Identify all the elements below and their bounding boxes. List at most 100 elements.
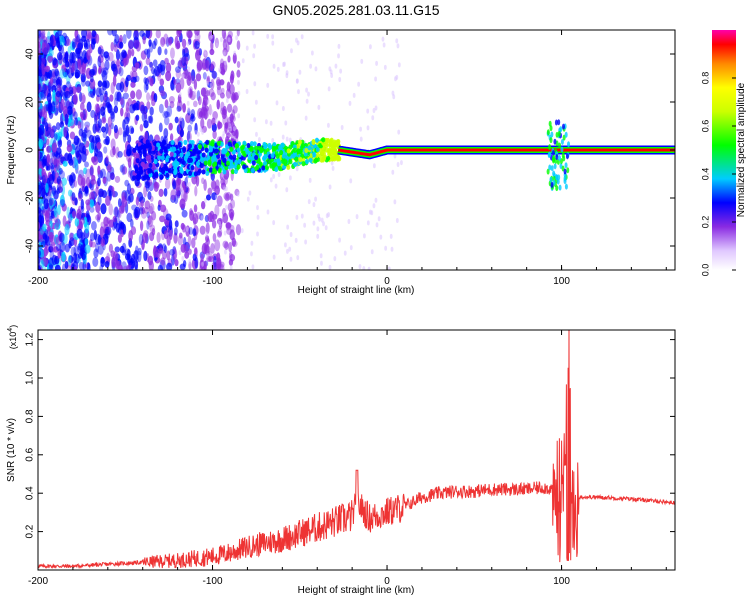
noise-speck <box>42 117 47 125</box>
ridge-speck <box>258 161 263 167</box>
noise-speck <box>107 124 112 136</box>
noise-speck <box>54 172 59 179</box>
ridge-speck <box>246 142 251 149</box>
noise-speck <box>391 90 395 96</box>
noise-speck <box>119 41 124 49</box>
ridge-speck <box>301 143 306 149</box>
burst-speck <box>547 151 551 158</box>
noise-speck <box>44 78 49 87</box>
noise-speck <box>39 260 45 268</box>
burst-speck <box>564 162 568 169</box>
noise-speck <box>205 222 210 235</box>
noise-speck <box>224 249 227 255</box>
noise-speck <box>105 155 109 165</box>
noise-speck <box>220 107 226 116</box>
snr-frame <box>37 329 676 571</box>
noise-speck <box>89 206 95 213</box>
noise-speck <box>86 262 91 270</box>
ridge-speck <box>145 155 150 161</box>
noise-speck <box>140 50 147 60</box>
ridge-speck <box>236 164 241 170</box>
noise-speck <box>114 91 120 102</box>
noise-speck <box>274 183 278 189</box>
noise-speck <box>122 34 127 45</box>
noise-speck <box>49 199 53 207</box>
noise-speck <box>253 81 257 87</box>
noise-speck <box>127 39 135 50</box>
noise-speck <box>130 81 136 88</box>
ridge-speck <box>229 146 234 152</box>
noise-speck <box>89 191 95 201</box>
noise-speck <box>38 54 42 67</box>
noise-speck <box>76 208 82 220</box>
ridge-speck <box>314 137 319 143</box>
ridge-speck <box>157 154 162 161</box>
ridge-speck <box>293 161 298 167</box>
noise-speck <box>245 45 249 51</box>
noise-speck <box>73 180 78 188</box>
noise-speck <box>214 239 221 252</box>
ridge-speck <box>165 172 170 179</box>
noise-speck <box>203 49 207 55</box>
noise-speck <box>101 70 108 82</box>
noise-speck <box>216 262 223 270</box>
noise-speck <box>255 131 258 137</box>
noise-speck <box>45 154 51 167</box>
noise-speck <box>164 178 171 190</box>
noise-speck <box>50 241 56 253</box>
burst-speck <box>567 141 571 148</box>
noise-speck <box>59 35 65 48</box>
ridge-speck <box>298 156 303 163</box>
noise-speck <box>134 264 139 270</box>
noise-speck <box>194 185 198 197</box>
noise-speck <box>159 215 166 223</box>
noise-speck <box>100 168 107 179</box>
noise-speck <box>191 237 196 249</box>
noise-speck <box>111 30 117 37</box>
ridge-speck <box>332 141 337 147</box>
noise-speck <box>159 78 165 86</box>
noise-speck <box>160 37 166 46</box>
ridge-speck <box>159 174 164 180</box>
noise-speck <box>357 81 361 87</box>
noise-speck <box>222 51 226 57</box>
noise-speck <box>52 57 57 66</box>
noise-speck <box>84 161 89 168</box>
noise-speck <box>130 90 136 100</box>
noise-speck <box>216 195 223 207</box>
noise-speck <box>229 73 234 85</box>
noise-speck <box>90 75 94 83</box>
noise-speck <box>80 198 84 210</box>
noise-speck <box>128 230 133 242</box>
noise-speck <box>145 57 151 66</box>
noise-speck <box>46 163 51 171</box>
noise-speck <box>119 34 123 44</box>
noise-speck <box>333 256 337 262</box>
colorbar-ticks: 0.0 0.2 0.4 0.6 0.8 <box>700 72 736 276</box>
noise-speck <box>139 123 144 132</box>
noise-speck <box>192 213 199 225</box>
noise-speck <box>78 128 84 137</box>
noise-speck <box>105 135 110 146</box>
ridge-speck <box>307 145 312 151</box>
noise-speck <box>253 117 257 123</box>
noise-speck <box>114 34 120 44</box>
ridge-speck <box>211 155 216 161</box>
noise-speck <box>107 116 113 128</box>
noise-speck <box>110 111 116 123</box>
ridge-speck <box>321 151 326 157</box>
noise-speck <box>89 239 93 248</box>
burst-speck <box>557 119 561 126</box>
noise-speck <box>212 130 217 140</box>
ridge-speck <box>217 159 222 165</box>
noise-speck <box>95 242 100 253</box>
noise-speck <box>220 178 226 186</box>
spectrogram-marks <box>38 30 675 270</box>
noise-speck <box>284 242 287 248</box>
ridge-speck <box>160 155 165 161</box>
ridge-speck <box>153 158 158 165</box>
noise-speck <box>86 49 91 61</box>
noise-speck <box>84 221 90 234</box>
noise-speck <box>146 220 150 230</box>
noise-speck <box>173 227 178 236</box>
